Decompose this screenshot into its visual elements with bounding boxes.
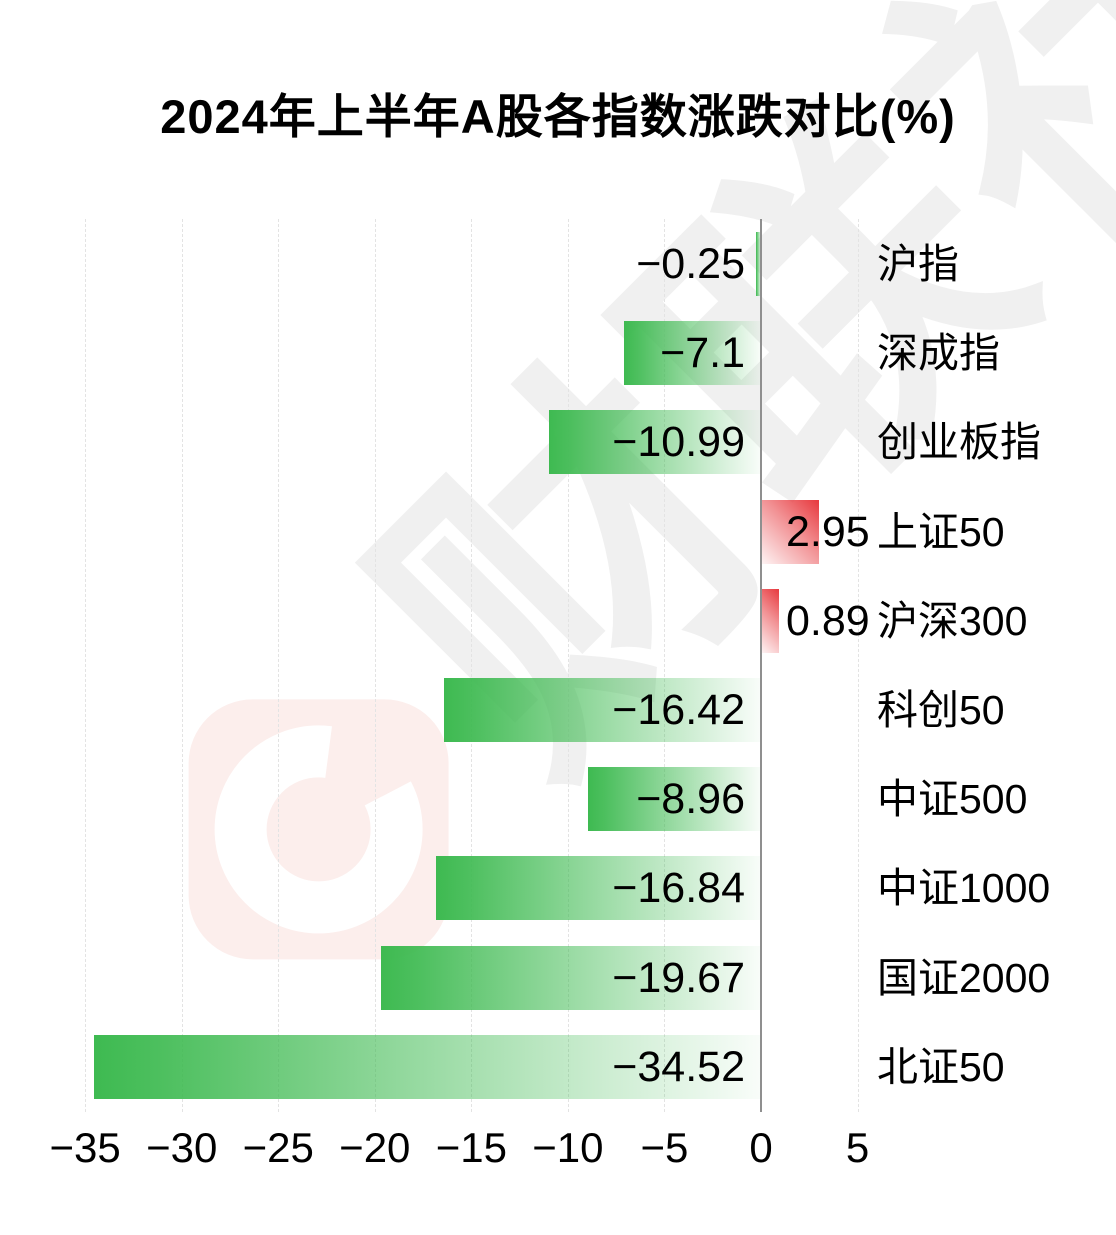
bar-深成指 bbox=[623, 321, 761, 386]
category-label: 深成指 bbox=[877, 330, 1000, 377]
value-label: −0.25 bbox=[636, 240, 745, 288]
category-label: 科创50 bbox=[877, 687, 1005, 733]
x-tick-label: −15 bbox=[435, 1124, 507, 1171]
grid-line bbox=[85, 219, 87, 1112]
category-label: 沪指 bbox=[877, 241, 959, 287]
category-label: 国证2000 bbox=[877, 954, 1051, 1001]
value-label: −8.96 bbox=[636, 775, 745, 824]
grid-line bbox=[278, 219, 280, 1112]
x-tick-label: −5 bbox=[640, 1124, 689, 1171]
x-tick-label: −30 bbox=[146, 1124, 218, 1171]
axis-zero-line bbox=[760, 219, 762, 1112]
category-label: 上证50 bbox=[877, 508, 1005, 555]
bar-北证50 bbox=[94, 1034, 761, 1099]
grid-line bbox=[567, 219, 569, 1112]
bar-创业板指 bbox=[548, 410, 761, 475]
category-label: 北证50 bbox=[877, 1043, 1005, 1090]
grid-line bbox=[471, 219, 473, 1112]
value-label: −19.67 bbox=[612, 953, 745, 1002]
category-label: 创业板指 bbox=[877, 419, 1041, 466]
value-label: 2.95 bbox=[786, 507, 870, 556]
bar-国证2000 bbox=[381, 945, 761, 1010]
x-tick-label: −20 bbox=[339, 1124, 411, 1171]
x-tick-label: −10 bbox=[532, 1124, 604, 1171]
chart-title: 2024年上半年A股各指数涨跌对比(%) bbox=[160, 90, 956, 143]
grid-line bbox=[857, 219, 859, 1112]
value-label: −7.1 bbox=[660, 329, 745, 378]
cailian-logo-icon bbox=[188, 699, 449, 960]
bar-沪深300 bbox=[762, 588, 780, 653]
bar-中证1000 bbox=[435, 856, 761, 921]
x-tick-label: −35 bbox=[49, 1124, 121, 1171]
grid-line bbox=[181, 219, 183, 1112]
bar-科创50 bbox=[443, 678, 761, 742]
bar-沪指 bbox=[756, 232, 761, 296]
watermark-row: 财联社 bbox=[188, 0, 1116, 1087]
x-tick-label: 0 bbox=[749, 1124, 773, 1171]
value-label: −10.99 bbox=[612, 418, 745, 467]
category-label: 中证500 bbox=[877, 776, 1028, 823]
bar-上证50 bbox=[762, 499, 819, 564]
category-label: 中证1000 bbox=[877, 865, 1051, 912]
value-label: −16.42 bbox=[612, 686, 745, 734]
value-label: −34.52 bbox=[612, 1042, 745, 1091]
value-label: −16.84 bbox=[612, 864, 745, 913]
grid-line bbox=[664, 219, 666, 1112]
grid-line bbox=[374, 219, 376, 1112]
x-tick-label: 5 bbox=[845, 1124, 870, 1171]
category-label: 沪深300 bbox=[877, 597, 1028, 644]
value-label: 0.89 bbox=[786, 596, 870, 645]
x-tick-label: −25 bbox=[242, 1124, 314, 1171]
bar-中证500 bbox=[587, 767, 761, 832]
